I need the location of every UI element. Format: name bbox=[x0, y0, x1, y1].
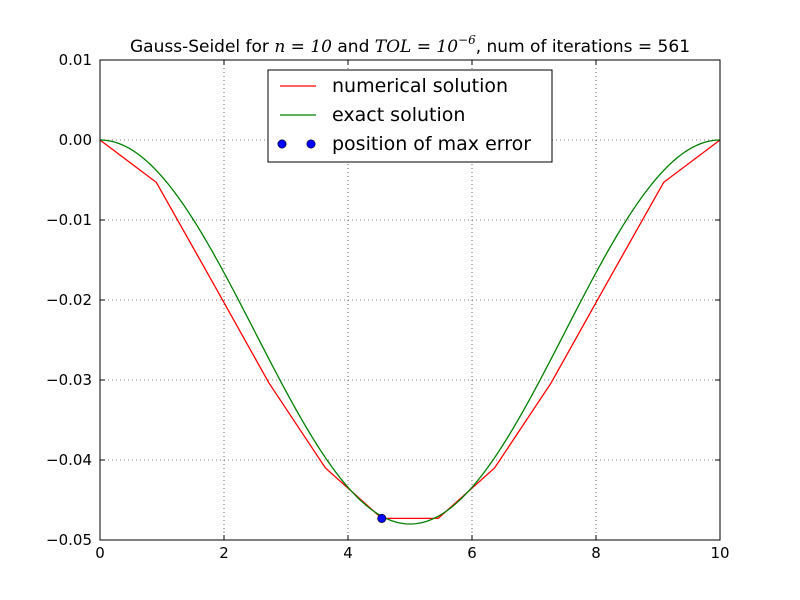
y-tick-label: −0.03 bbox=[46, 371, 92, 389]
y-tick-label: −0.02 bbox=[46, 291, 92, 309]
title-suffix: , num of iterations = 561 bbox=[476, 37, 690, 57]
y-tick-label: −0.04 bbox=[46, 451, 92, 469]
legend: numerical solution exact solution positi… bbox=[267, 69, 553, 163]
legend-label-exact: exact solution bbox=[332, 104, 465, 126]
legend-label-numerical: numerical solution bbox=[332, 75, 508, 97]
x-tick-label: 8 bbox=[591, 544, 601, 562]
title-tol-exponent: −6 bbox=[458, 33, 476, 47]
x-tick-label: 6 bbox=[467, 544, 477, 562]
title-tol-expression: TOL = 10 bbox=[375, 37, 458, 57]
legend-swatch-marker-right bbox=[306, 139, 316, 149]
title-middle: and bbox=[332, 37, 375, 57]
chart-title: Gauss-Seidel for n = 10 and TOL = 10−6, … bbox=[130, 33, 690, 57]
x-tick-label: 4 bbox=[343, 544, 353, 562]
x-tick-label: 10 bbox=[710, 544, 729, 562]
title-n-expression: n = 10 bbox=[274, 37, 332, 57]
y-tick-label: −0.05 bbox=[46, 531, 92, 549]
y-tick-label: 0.00 bbox=[59, 131, 92, 149]
plot-frame bbox=[99, 59, 721, 541]
tick-labels: 0 2 4 6 8 10 0.01 0.00 −0.01 −0.02 −0.03 −0.04 −0.05 bbox=[46, 51, 730, 562]
x-tick-label: 0 bbox=[95, 544, 105, 562]
x-tick-label: 2 bbox=[219, 544, 229, 562]
legend-box bbox=[267, 69, 553, 163]
series-numerical-solution bbox=[99, 139, 721, 520]
series-exact-solution bbox=[99, 139, 721, 525]
legend-label-max-error: position of max error bbox=[332, 133, 531, 155]
series-layer bbox=[99, 139, 721, 525]
title-prefix: Gauss-Seidel for bbox=[130, 37, 274, 57]
max-error-point bbox=[377, 513, 387, 523]
y-tick-label: −0.01 bbox=[46, 211, 92, 229]
legend-swatch-marker-left bbox=[277, 139, 287, 149]
y-tick-label: 0.01 bbox=[59, 51, 92, 69]
